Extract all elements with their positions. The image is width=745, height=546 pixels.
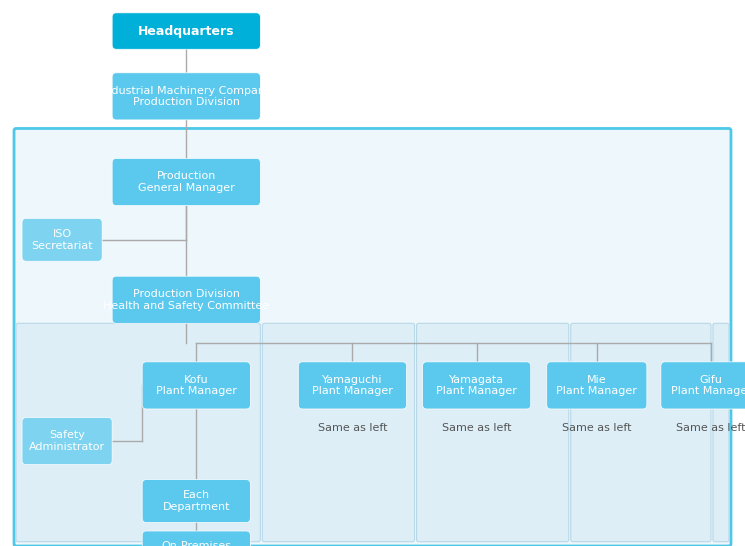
Text: Same as left: Same as left (676, 423, 745, 433)
FancyBboxPatch shape (713, 323, 729, 542)
FancyBboxPatch shape (14, 128, 731, 546)
Text: Industrial Machinery Company
Production Division: Industrial Machinery Company Production … (101, 86, 272, 107)
Text: Mie
Plant Manager: Mie Plant Manager (557, 375, 637, 396)
FancyBboxPatch shape (547, 362, 647, 409)
Text: Gifu
Plant Manager: Gifu Plant Manager (670, 375, 745, 396)
Text: Safety
Administrator: Safety Administrator (29, 430, 105, 452)
FancyBboxPatch shape (16, 323, 260, 542)
Text: Same as left: Same as left (562, 423, 632, 433)
FancyBboxPatch shape (22, 218, 102, 261)
Text: Yamagata
Plant Manager: Yamagata Plant Manager (437, 375, 517, 396)
FancyBboxPatch shape (422, 362, 530, 409)
Text: Yamaguchi
Plant Manager: Yamaguchi Plant Manager (312, 375, 393, 396)
FancyBboxPatch shape (112, 13, 260, 49)
Text: Same as left: Same as left (442, 423, 511, 433)
Text: Same as left: Same as left (317, 423, 387, 433)
FancyBboxPatch shape (142, 362, 250, 409)
FancyBboxPatch shape (299, 362, 407, 409)
FancyBboxPatch shape (142, 479, 250, 523)
FancyBboxPatch shape (112, 158, 260, 205)
FancyBboxPatch shape (22, 418, 112, 465)
FancyBboxPatch shape (142, 531, 250, 546)
Text: ISO
Secretariat: ISO Secretariat (31, 229, 93, 251)
Text: On-Premises
Business
Partners: On-Premises Business Partners (161, 541, 231, 546)
Text: Headquarters: Headquarters (138, 25, 235, 38)
FancyBboxPatch shape (571, 323, 711, 542)
FancyBboxPatch shape (661, 362, 745, 409)
Text: Kofu
Plant Manager: Kofu Plant Manager (156, 375, 237, 396)
FancyBboxPatch shape (112, 276, 260, 323)
FancyBboxPatch shape (416, 323, 568, 542)
FancyBboxPatch shape (112, 73, 260, 120)
Text: Each
Department: Each Department (162, 490, 230, 512)
Text: Production
General Manager: Production General Manager (138, 171, 235, 193)
FancyBboxPatch shape (262, 323, 414, 542)
Text: Production Division
Health and Safety Committee: Production Division Health and Safety Co… (104, 289, 269, 311)
